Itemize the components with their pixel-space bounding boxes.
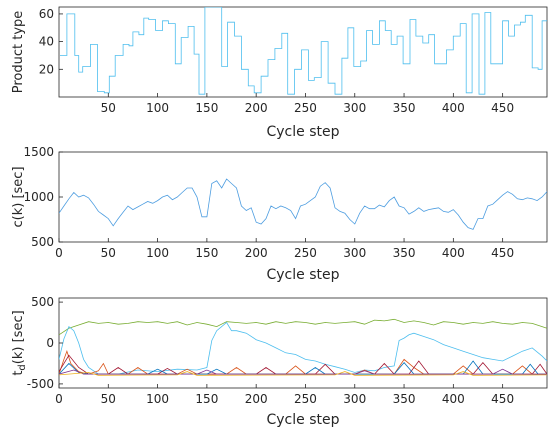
y-tick-label: 40 — [39, 35, 54, 49]
x-tick-label: 450 — [491, 392, 514, 406]
x-tick-label: 300 — [343, 101, 366, 115]
x-tick-label: 400 — [442, 101, 465, 115]
x-tick-label: 50 — [101, 101, 116, 115]
x-tick-label: 50 — [101, 392, 116, 406]
x-tick-label: 400 — [442, 246, 465, 260]
x-tick-label: 300 — [343, 246, 366, 260]
y-axis-label-subscript: d — [17, 364, 28, 370]
x-tick-label: 200 — [245, 101, 268, 115]
y-axis-ticks: 500 1000 1500 — [23, 145, 63, 249]
x-axis-label: Cycle step — [267, 267, 340, 283]
y-axis-ticks: 20 40 60 — [39, 7, 63, 76]
y-axis-ticks: -500 0 500 — [27, 295, 63, 391]
x-tick-label: 0 — [55, 246, 63, 260]
y-tick-label: -500 — [27, 377, 54, 391]
y-tick-label: 500 — [31, 235, 54, 249]
y-tick-label: 60 — [39, 7, 54, 21]
y-axis-label: c(k) [sec] — [11, 166, 26, 227]
x-tick-label: 0 — [55, 392, 63, 406]
series-lines — [60, 7, 547, 95]
x-axis-label: Cycle step — [267, 124, 340, 140]
y-tick-label: 0 — [46, 336, 54, 350]
series-line-2 — [59, 321, 547, 375]
x-tick-label: 250 — [294, 246, 317, 260]
series-line-7 — [59, 371, 547, 376]
x-tick-label: 450 — [491, 101, 514, 115]
x-tick-label: 150 — [195, 101, 218, 115]
series-lines — [59, 178, 547, 230]
x-tick-label: 100 — [146, 101, 169, 115]
x-tick-label: 100 — [146, 246, 169, 260]
series-line-1 — [59, 318, 547, 336]
x-tick-label: 200 — [245, 246, 268, 260]
x-tick-label: 350 — [393, 101, 416, 115]
y-tick-label: 1000 — [23, 190, 54, 204]
y-tick-label: 20 — [39, 62, 54, 76]
x-axis-ticks: 50 100 150 200 250 300 350 400 450 — [101, 93, 514, 115]
y-axis-label: Product type — [11, 11, 26, 94]
series-lines — [59, 318, 547, 376]
chart-panel-product-type: 50 100 150 200 250 300 350 400 450 20 40 60 Cycle … — [11, 6, 548, 140]
x-tick-label: 150 — [195, 392, 218, 406]
x-tick-label: 100 — [146, 392, 169, 406]
y-tick-label: 500 — [31, 295, 54, 309]
x-tick-label: 250 — [294, 392, 317, 406]
chart-panel-cycle-time: 0 50 100 150 200 250 300 350 400 450 50010001500 … — [11, 145, 548, 283]
plot-area — [58, 297, 548, 389]
series-line-4 — [59, 354, 547, 375]
series-line-1 — [59, 178, 547, 230]
plot-area — [58, 6, 548, 98]
x-tick-label: 450 — [491, 246, 514, 260]
x-axis-label: Cycle step — [267, 412, 340, 428]
x-tick-label: 250 — [294, 101, 317, 115]
x-tick-label: 350 — [393, 246, 416, 260]
series-line-1 — [60, 7, 547, 95]
x-tick-label: 150 — [195, 246, 218, 260]
x-tick-label: 50 — [101, 246, 116, 260]
y-axis-label-rest: (k) [sec] — [11, 310, 26, 364]
series-line-6 — [59, 368, 547, 375]
y-axis-label: td(k) [sec] — [11, 310, 28, 375]
y-tick-label: 1500 — [23, 145, 54, 159]
x-axis-ticks: 0 50 100 150 200 250 300 350 400 450 — [55, 384, 514, 406]
x-tick-label: 300 — [343, 392, 366, 406]
x-tick-label: 200 — [245, 392, 268, 406]
x-axis-ticks: 0 50 100 150 200 250 300 350 400 450 — [55, 238, 514, 260]
x-tick-label: 350 — [393, 392, 416, 406]
x-tick-label: 400 — [442, 392, 465, 406]
y-axis-label-main: t — [11, 371, 26, 376]
